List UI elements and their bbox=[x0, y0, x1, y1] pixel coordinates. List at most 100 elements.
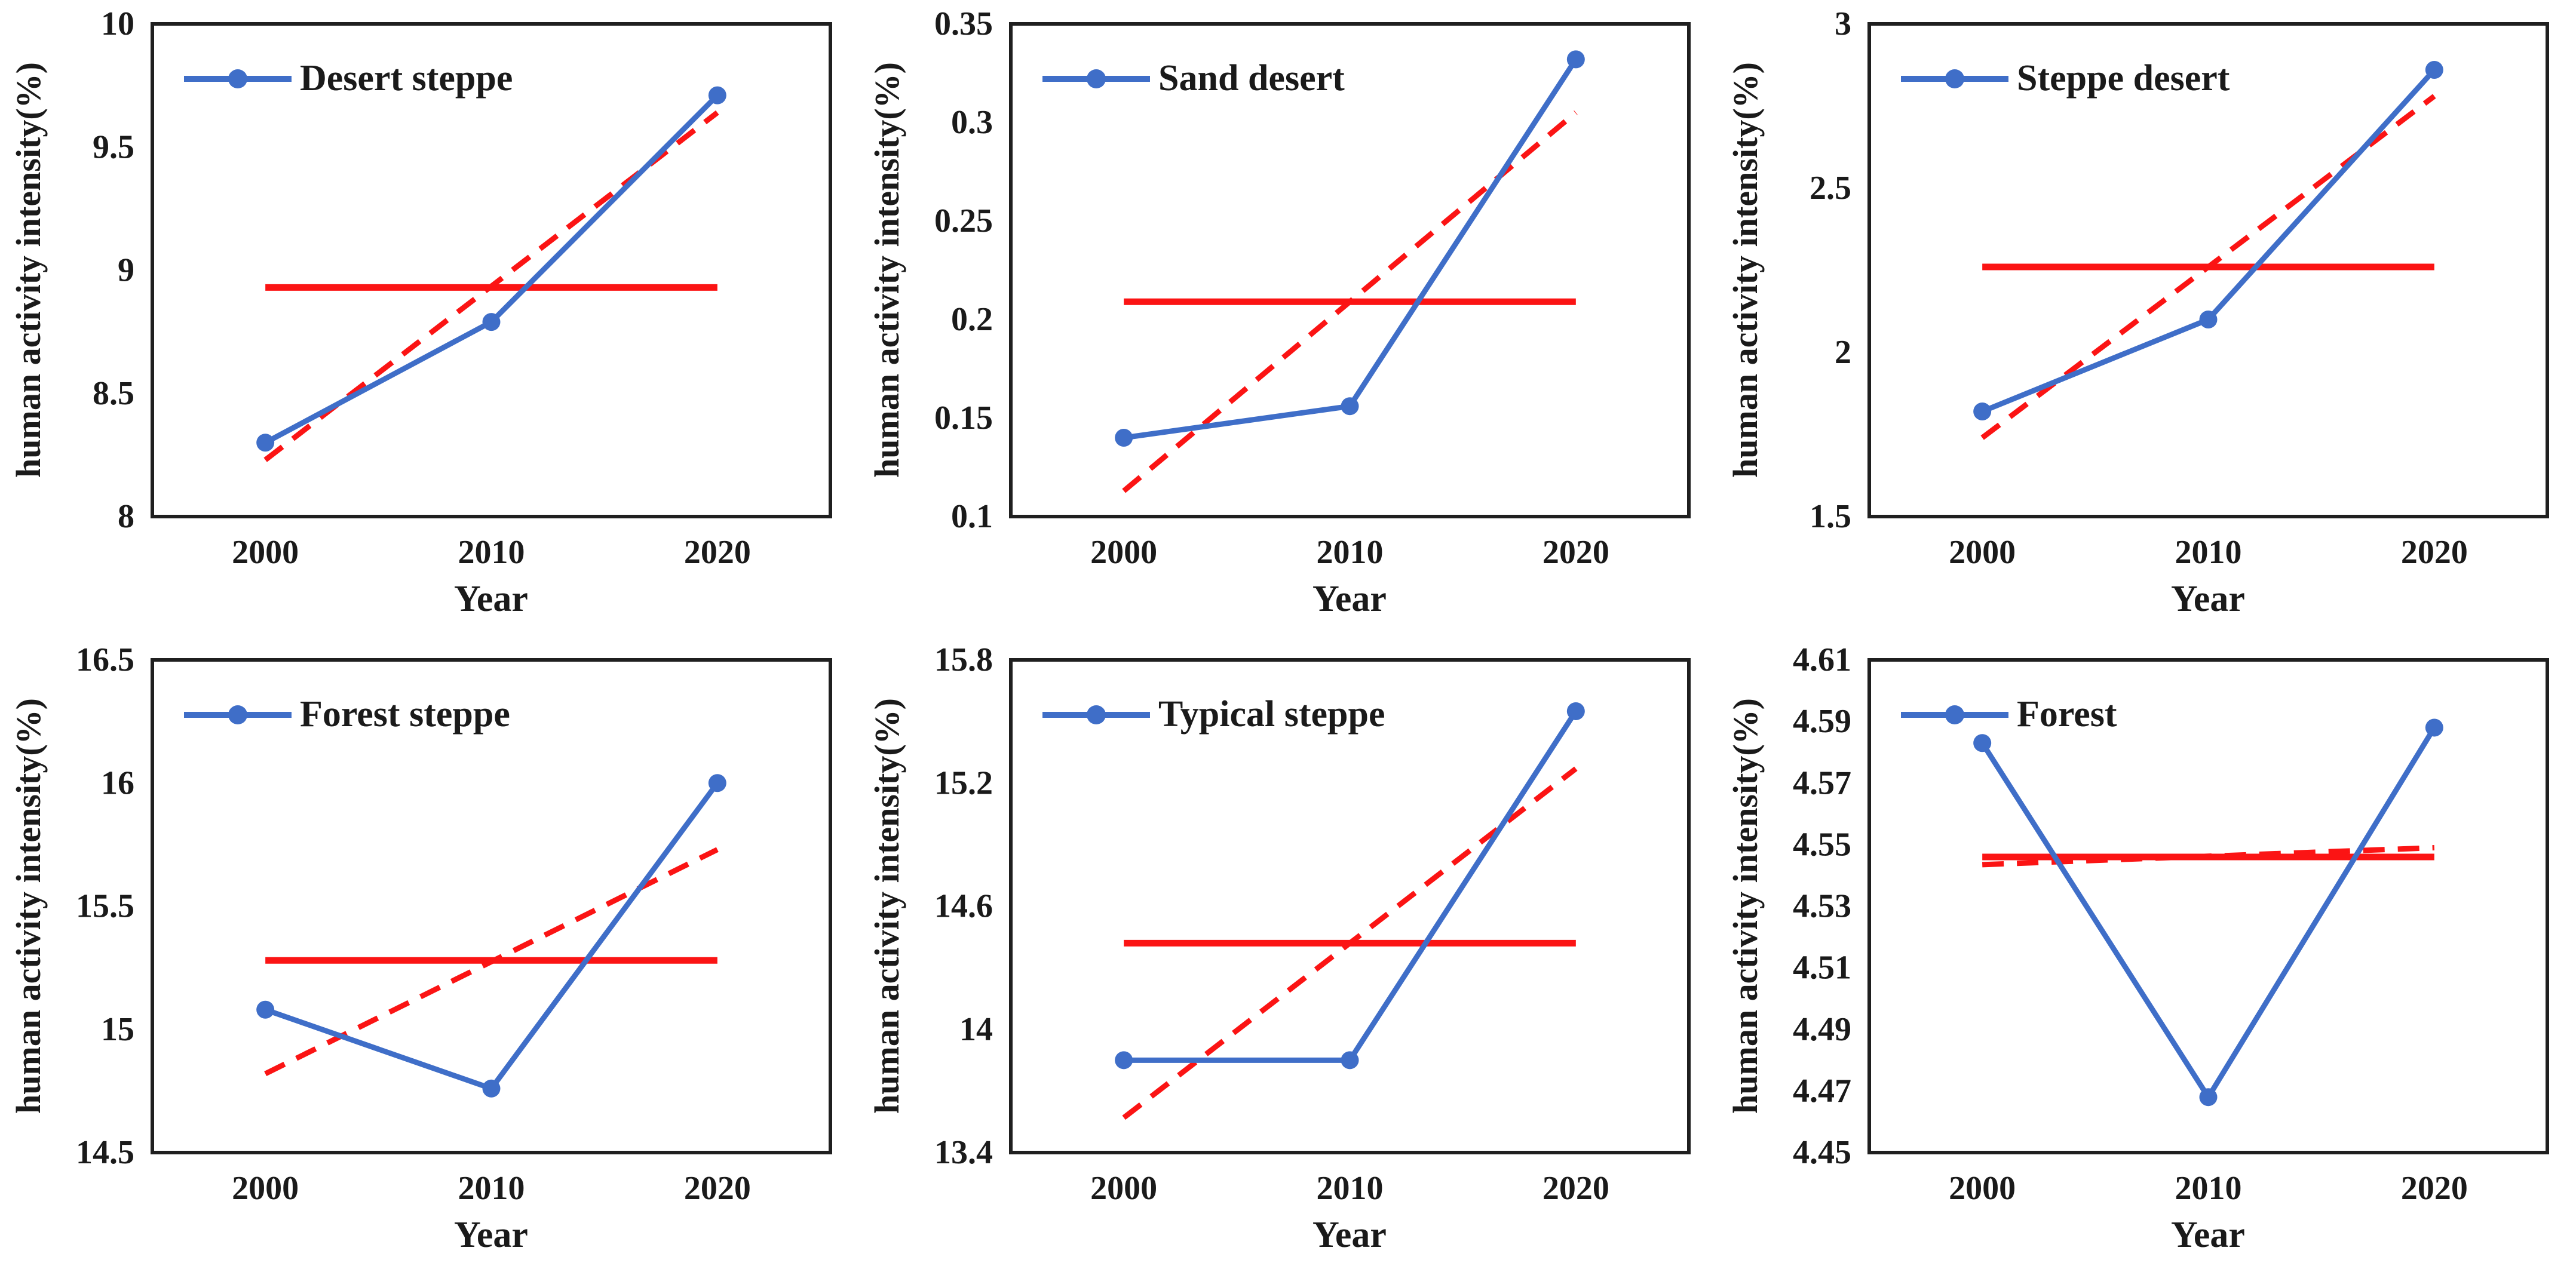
x-axis-title: Year bbox=[1312, 579, 1387, 619]
data-point bbox=[1973, 403, 1992, 420]
legend-label: Typical steppe bbox=[1158, 694, 1385, 735]
y-axis-title: human activity intensity(%) bbox=[867, 698, 906, 1114]
legend: Typical steppe bbox=[1042, 693, 1385, 736]
chart-panel-typical-steppe: 13.4 14 14.6 15.2 15.8 2000 2010 2020 human act… bbox=[858, 636, 1717, 1272]
y-tick-label: 1.5 bbox=[1810, 498, 1851, 535]
y-tick-label: 15.5 bbox=[76, 888, 134, 925]
legend-label: Desert steppe bbox=[300, 58, 513, 99]
x-tick-label: 2010 bbox=[458, 1170, 525, 1207]
data-point bbox=[256, 434, 275, 452]
plot-area: 8 8.5 9 9.5 10 2000 2010 2020 bbox=[93, 5, 832, 571]
y-tick-label: 2 bbox=[1835, 334, 1851, 371]
y-tick-label: 4.57 bbox=[1793, 764, 1851, 801]
legend-line-marker-icon bbox=[1901, 705, 2008, 724]
y-tick-label: 9.5 bbox=[93, 128, 134, 165]
x-tick-label: 2000 bbox=[232, 534, 299, 571]
x-axis-title: Year bbox=[1312, 1215, 1387, 1255]
data-point bbox=[2199, 1088, 2218, 1107]
x-tick-label: 2020 bbox=[2401, 534, 2468, 571]
x-tick-label: 2020 bbox=[684, 1170, 751, 1207]
data-point bbox=[1566, 702, 1585, 720]
y-tick-label: 10 bbox=[101, 5, 134, 42]
y-tick-label: 4.51 bbox=[1793, 950, 1851, 987]
series-line bbox=[1981, 67, 2437, 414]
legend: Sand desert bbox=[1042, 57, 1345, 100]
plot-area: 14.5 15 15.5 16 16.5 2000 2010 2020 bbox=[76, 641, 832, 1207]
y-tick-label: 4.45 bbox=[1793, 1134, 1851, 1171]
legend: Desert steppe bbox=[184, 57, 513, 100]
y-tick-label: 0.35 bbox=[934, 5, 993, 42]
legend-label: Steppe desert bbox=[2017, 58, 2230, 99]
series-line bbox=[1980, 726, 2437, 1102]
data-point bbox=[2425, 61, 2443, 79]
y-axis-title: human activity intensity(%) bbox=[9, 62, 48, 478]
data-point bbox=[1973, 734, 1992, 752]
y-tick-label: 4.49 bbox=[1793, 1011, 1851, 1048]
plot-area: 0.1 0.15 0.2 0.25 0.3 0.35 2000 2010 2020 bbox=[934, 5, 1691, 571]
plot-border bbox=[1009, 658, 1691, 1154]
data-point bbox=[256, 1000, 275, 1019]
y-tick-label: 9 bbox=[118, 252, 134, 289]
y-tick-label: 14.6 bbox=[934, 888, 993, 925]
trend-line bbox=[1980, 94, 2436, 440]
legend-label: Sand desert bbox=[1158, 58, 1345, 99]
y-tick-label: 15 bbox=[101, 1011, 134, 1048]
legend-line-marker-icon bbox=[1042, 69, 1150, 88]
series-line bbox=[1124, 709, 1578, 1063]
x-tick-label: 2020 bbox=[2401, 1170, 2468, 1207]
y-tick-label: 16.5 bbox=[76, 641, 134, 678]
y-axis-title: human activity intensity(%) bbox=[9, 698, 48, 1114]
trend-line bbox=[1122, 766, 1578, 1120]
legend-label: Forest bbox=[2017, 694, 2117, 735]
plot-area: 13.4 14 14.6 15.2 15.8 2000 2010 2020 bbox=[934, 641, 1691, 1207]
legend-line-marker-icon bbox=[184, 69, 292, 88]
y-tick-label: 13.4 bbox=[934, 1134, 993, 1171]
y-tick-label: 4.55 bbox=[1793, 826, 1851, 863]
y-tick-label: 14 bbox=[959, 1011, 993, 1048]
y-axis-title: human activity intensity(%) bbox=[1726, 62, 1765, 478]
chart-panel-forest: 4.45 4.47 4.49 4.51 4.53 4.55 4.57 4.59 4.61 2000… bbox=[1717, 636, 2575, 1272]
data-point bbox=[1115, 429, 1133, 447]
y-tick-label: 0.3 bbox=[951, 104, 993, 141]
series-line bbox=[1123, 57, 1578, 441]
chart-panel-desert-steppe: 8 8.5 9 9.5 10 2000 2010 2020 human activity in… bbox=[0, 0, 858, 636]
y-tick-label: 16 bbox=[101, 764, 134, 801]
x-tick-label: 2000 bbox=[1949, 534, 2016, 571]
y-tick-label: 2.5 bbox=[1810, 170, 1851, 207]
legend-line-marker-icon bbox=[1901, 69, 2008, 88]
plot-area: 1.5 2 2.5 3 2000 2010 2020 bbox=[1810, 5, 2549, 571]
x-tick-label: 2020 bbox=[684, 534, 751, 571]
y-tick-label: 4.53 bbox=[1793, 888, 1851, 925]
plot-border bbox=[151, 658, 832, 1154]
legend-line-marker-icon bbox=[184, 705, 292, 724]
y-tick-label: 0.2 bbox=[951, 301, 993, 338]
x-tick-label: 2000 bbox=[1090, 1170, 1157, 1207]
y-tick-label: 15.8 bbox=[934, 641, 993, 678]
x-tick-label: 2000 bbox=[1949, 1170, 2016, 1207]
plot-border bbox=[1009, 22, 1691, 518]
data-point bbox=[2425, 718, 2443, 737]
x-tick-label: 2020 bbox=[1542, 534, 1609, 571]
chart-panel-forest-steppe: 14.5 15 15.5 16 16.5 2000 2010 2020 human activ… bbox=[0, 636, 858, 1272]
x-tick-label: 2010 bbox=[1317, 534, 1384, 571]
data-point bbox=[482, 1079, 501, 1098]
y-tick-label: 14.5 bbox=[76, 1134, 134, 1171]
x-tick-label: 2010 bbox=[2175, 534, 2242, 571]
y-tick-label: 3 bbox=[1835, 5, 1851, 42]
data-point bbox=[482, 313, 501, 331]
y-tick-label: 0.15 bbox=[934, 400, 993, 437]
data-point bbox=[1566, 50, 1585, 69]
x-axis-title: Year bbox=[454, 579, 528, 619]
data-point bbox=[708, 774, 726, 792]
y-tick-label: 4.59 bbox=[1793, 703, 1851, 740]
x-tick-label: 2010 bbox=[1317, 1170, 1384, 1207]
legend: Forest steppe bbox=[184, 693, 510, 736]
chart-panel-sand-desert: 0.1 0.15 0.2 0.25 0.3 0.35 2000 2010 2020 human … bbox=[858, 0, 1717, 636]
plot-border bbox=[1867, 658, 2549, 1154]
data-point bbox=[708, 86, 726, 105]
y-tick-label: 0.25 bbox=[934, 202, 993, 239]
x-tick-label: 2010 bbox=[2175, 1170, 2242, 1207]
data-point bbox=[1341, 397, 1359, 416]
x-tick-label: 2010 bbox=[458, 534, 525, 571]
